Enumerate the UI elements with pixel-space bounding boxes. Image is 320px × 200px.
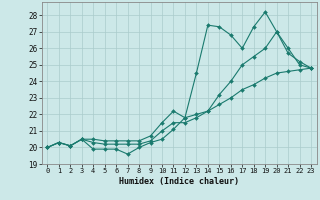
X-axis label: Humidex (Indice chaleur): Humidex (Indice chaleur) bbox=[119, 177, 239, 186]
